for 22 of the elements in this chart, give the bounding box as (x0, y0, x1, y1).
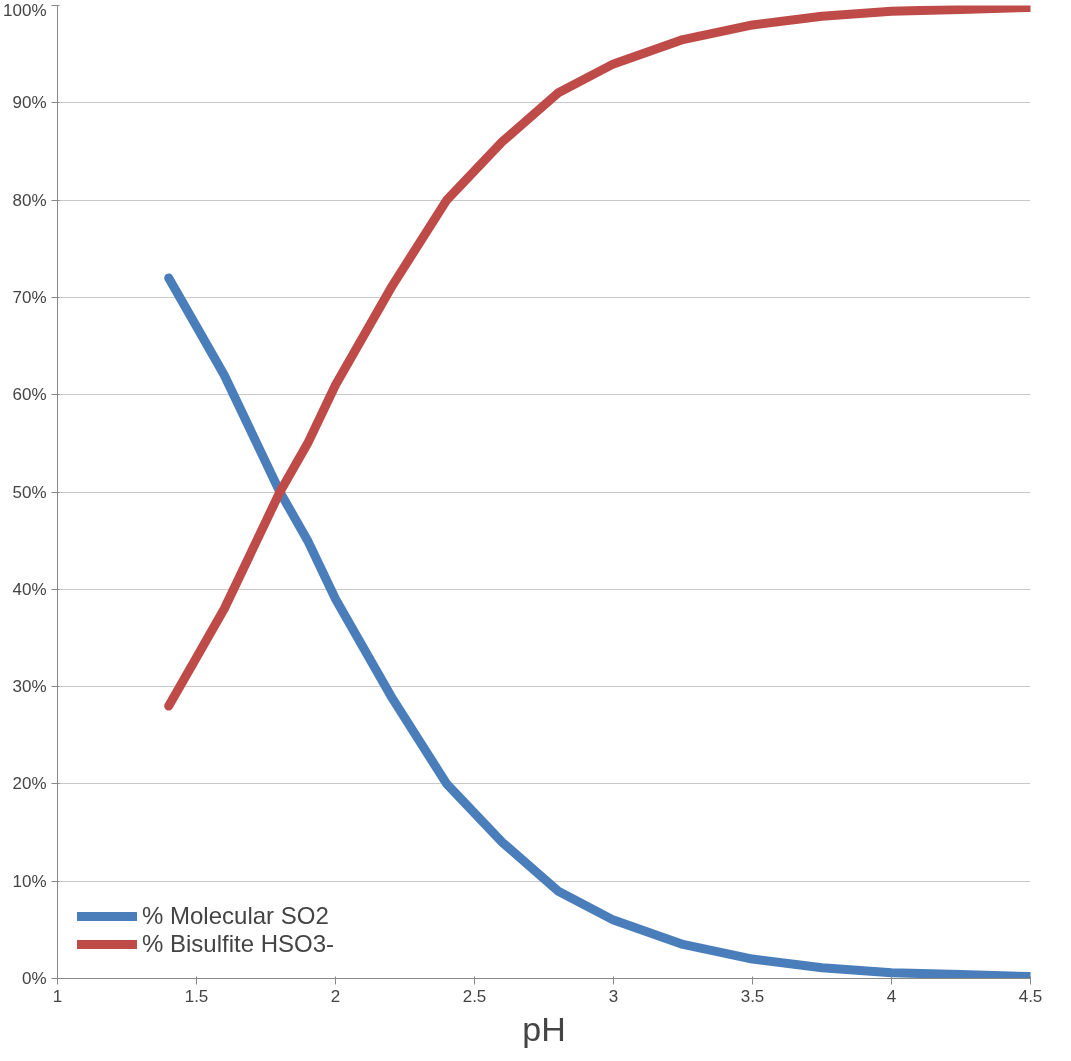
y-tick-label: 80% (12, 190, 47, 210)
x-tick-label: 1.5 (184, 986, 209, 1006)
y-tick-label: 70% (12, 287, 47, 307)
x-tick-label: 4.5 (1018, 986, 1043, 1006)
y-tick-label: 90% (12, 93, 47, 113)
x-tick-label: 3 (608, 986, 619, 1006)
x-axis-title: pH (522, 1009, 566, 1048)
y-tick-label: 10% (12, 871, 47, 891)
y-tick-label: 60% (12, 385, 47, 405)
x-tick-label: 1 (52, 986, 63, 1006)
x-tick-label: 3.5 (740, 986, 765, 1006)
y-tick-label: 50% (12, 482, 47, 502)
y-tick-label: 20% (12, 774, 47, 794)
y-tick-label: 30% (12, 677, 47, 697)
x-tick-label: 4 (886, 986, 897, 1006)
y-tick-label: 100% (3, 0, 47, 20)
legend-label: % Molecular SO2 (142, 902, 329, 930)
legend-label: % Bisulfite HSO3- (142, 930, 335, 958)
x-tick-label: 2 (330, 986, 341, 1006)
y-tick-label: 40% (12, 579, 47, 599)
y-tick-label: 0% (21, 969, 47, 988)
x-tick-label: 2.5 (462, 986, 487, 1006)
